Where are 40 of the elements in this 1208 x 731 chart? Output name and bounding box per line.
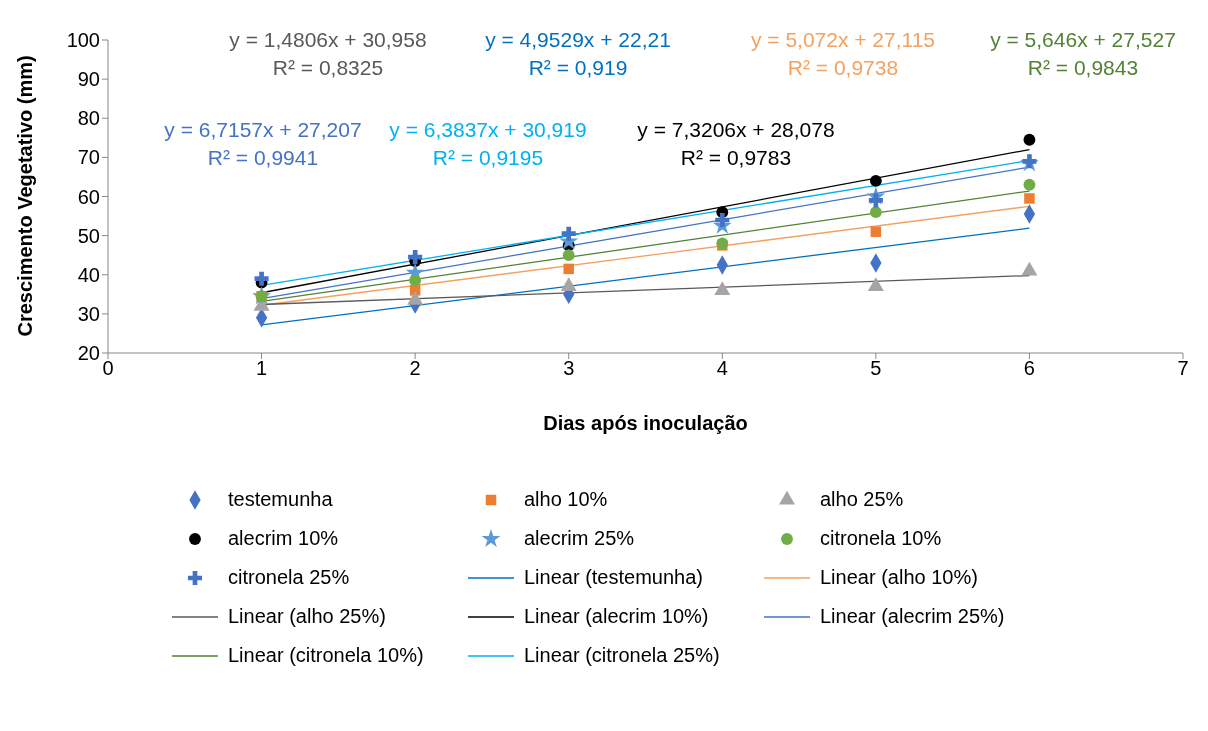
y-tick-label: 20 bbox=[77, 342, 100, 365]
annotation: y = 6,3837x + 30,919 R² = 0,9195 bbox=[389, 118, 587, 169]
annotation: y = 7,3206x + 28,078 R² = 0,9783 bbox=[636, 117, 836, 171]
y-tick-label: 100 bbox=[66, 29, 100, 52]
legend-label: alho 25% bbox=[820, 488, 904, 511]
x-tick-label: 0 bbox=[102, 357, 114, 380]
legend-label: alho 10% bbox=[524, 488, 608, 511]
y-tick-label: 80 bbox=[77, 107, 100, 130]
legend-label: citronela 10% bbox=[820, 527, 942, 550]
x-tick-label: 6 bbox=[1023, 357, 1035, 380]
annotation: y = 6,7157x + 27,207 R² = 0,9941 bbox=[164, 118, 362, 169]
y-tick-label: 60 bbox=[77, 185, 100, 208]
y-tick-label: 30 bbox=[77, 302, 100, 325]
x-tick-label: 7 bbox=[1177, 357, 1189, 380]
annotation: y = 4,9529x + 22,21 R² = 0,919 bbox=[484, 27, 672, 81]
y-axis-title: Crescimento Vegetativo (mm) bbox=[14, 55, 37, 337]
legend-label: alecrim 25% bbox=[524, 527, 635, 550]
legend-label: Linear (citronela 25%) bbox=[524, 644, 720, 667]
x-tick-label: 4 bbox=[716, 357, 728, 380]
legend-label: testemunha bbox=[228, 488, 333, 511]
x-tick-label: 1 bbox=[256, 357, 268, 380]
y-tick-label: 50 bbox=[77, 224, 100, 247]
legend-label: Linear (alecrim 10%) bbox=[524, 605, 709, 628]
x-tick-label: 2 bbox=[409, 357, 421, 380]
legend-label: Linear (alecrim 25%) bbox=[820, 605, 1005, 628]
annotation: y = 5,646x + 27,527 R² = 0,9843 bbox=[989, 27, 1177, 81]
y-tick-label: 40 bbox=[77, 263, 100, 286]
x-axis-title: Dias após inoculação bbox=[543, 412, 748, 434]
x-tick-label: 5 bbox=[870, 357, 882, 380]
legend-label: Linear (citronela 10%) bbox=[228, 644, 424, 667]
legend-label: Linear (testemunha) bbox=[524, 566, 703, 589]
legend-label: citronela 25% bbox=[228, 566, 350, 589]
y-tick-label: 70 bbox=[77, 146, 100, 169]
x-tick-label: 3 bbox=[563, 357, 575, 380]
legend-label: alecrim 10% bbox=[228, 527, 339, 550]
y-tick-label: 90 bbox=[77, 68, 100, 91]
legend-label: Linear (alho 10%) bbox=[820, 566, 978, 589]
legend-label: Linear (alho 25%) bbox=[228, 605, 386, 628]
annotation: y = 5,072x + 27,115 R² = 0,9738 bbox=[749, 27, 937, 81]
annotation: y = 1,4806x + 30,958 R² = 0,8325 bbox=[228, 27, 428, 81]
